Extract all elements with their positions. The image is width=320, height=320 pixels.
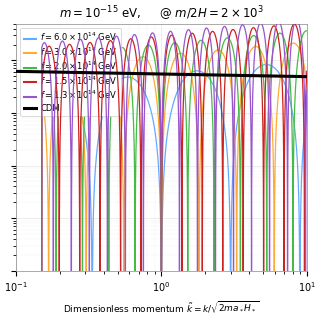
X-axis label: Dimensionless momentum $\tilde{k} = k/\sqrt{2ma_*H_*}$: Dimensionless momentum $\tilde{k} = k/\s…: [63, 300, 260, 316]
Legend: $f = 6.0 \times 10^{14}$ GeV, $f = 3.0 \times 10^{14}$ GeV, $f = 2.0 \times 10^{: $f = 6.0 \times 10^{14}$ GeV, $f = 3.0 \…: [20, 28, 121, 116]
Title: $m = 10^{-15}$ eV, $\quad$ @ $m/2H = 2 \times 10^{3}$: $m = 10^{-15}$ eV, $\quad$ @ $m/2H = 2 \…: [59, 4, 264, 23]
